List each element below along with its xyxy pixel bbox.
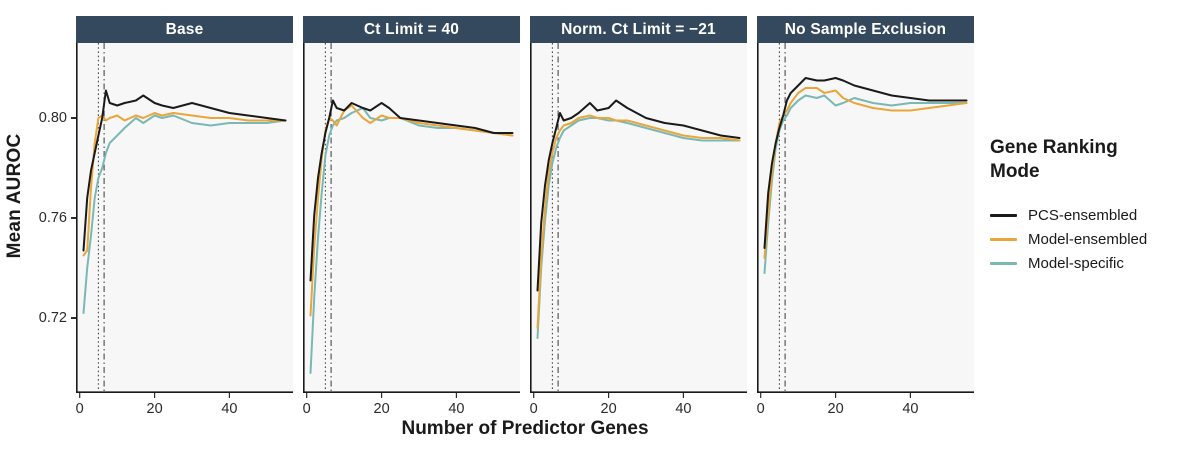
series-line-model-ensembled <box>536 114 741 329</box>
y-tick-mark <box>71 317 76 319</box>
x-tick-label: 0 <box>756 401 765 417</box>
legend-line-swatch <box>990 237 1017 241</box>
x-tick-label: 0 <box>529 401 538 417</box>
legend-item: Model-ensembled <box>990 231 1180 248</box>
x-tick-label: 40 <box>221 401 238 417</box>
facet-plot <box>757 43 974 398</box>
y-axis-title-container: Mean AUROC <box>0 16 30 399</box>
facet-plot <box>303 43 520 398</box>
y-tick-label: 0.80 <box>38 110 67 126</box>
x-axis-title-container: Number of Predictor Genes <box>76 418 974 440</box>
y-tick-mark <box>71 117 76 119</box>
panel-background <box>530 43 747 393</box>
facet-panels-container: Base 0 20 40 Ct Limit = 40 0 20 40 Norm. Ct Limi… <box>76 16 974 417</box>
facet-strip-title: No Sample Exclusion <box>757 16 974 43</box>
series-line-pcs-ensembled <box>763 77 968 249</box>
legend-item: Model-specific <box>990 255 1180 272</box>
x-tick-labels: 0 20 40 <box>757 399 974 417</box>
x-tick-labels: 0 20 40 <box>303 399 520 417</box>
legend-items: PCS-ensembled Model-ensembled Model-specif… <box>990 200 1180 279</box>
x-tick-label: 40 <box>675 401 692 417</box>
series-line-pcs-ensembled <box>309 99 514 282</box>
facet-plot <box>76 43 293 398</box>
x-axis-title: Number of Predictor Genes <box>401 418 649 439</box>
series-line-pcs-ensembled <box>536 99 741 292</box>
facet-panel: No Sample Exclusion 0 20 40 <box>757 16 974 417</box>
series-line-model-ensembled <box>82 112 287 257</box>
x-tick-label: 0 <box>302 401 311 417</box>
legend-title: Gene Ranking Mode <box>990 137 1118 182</box>
facet-panel: Base 0 20 40 <box>76 16 293 417</box>
series-line-pcs-ensembled <box>82 89 287 252</box>
legend: Gene Ranking Mode PCS-ensembled Model-ens… <box>974 16 1180 399</box>
legend-line-swatch <box>990 213 1017 217</box>
facet-panel: Ct Limit = 40 0 20 40 <box>303 16 520 417</box>
facet-strip-title: Base <box>76 16 293 43</box>
y-axis-tick-gutter: 0.72 0.76 0.80 <box>30 16 76 399</box>
facet-plot <box>530 43 747 398</box>
x-tick-label: 20 <box>373 401 390 417</box>
legend-item-label: Model-specific <box>1028 254 1124 272</box>
facet-panel: Norm. Ct Limit = −21 0 20 40 <box>530 16 747 417</box>
chart-row: Mean AUROC 0.72 0.76 0.80 Base 0 20 40 Ct Limi… <box>0 16 1200 417</box>
y-axis-title: Mean AUROC <box>4 133 25 259</box>
y-tick-mark <box>71 217 76 219</box>
x-tick-label: 20 <box>827 401 844 417</box>
legend-item-label: PCS-ensembled <box>1028 206 1138 224</box>
legend-item-label: Model-ensembled <box>1028 230 1148 248</box>
facet-strip-title: Norm. Ct Limit = −21 <box>530 16 747 43</box>
legend-item: PCS-ensembled <box>990 207 1180 224</box>
y-tick-label: 0.72 <box>38 310 67 326</box>
series-line-model-specific <box>82 114 287 314</box>
x-tick-label: 20 <box>146 401 163 417</box>
panel-background <box>303 43 520 393</box>
x-tick-label: 40 <box>902 401 919 417</box>
x-tick-label: 20 <box>600 401 617 417</box>
facet-strip-title: Ct Limit = 40 <box>303 16 520 43</box>
series-line-model-specific <box>536 117 741 339</box>
x-tick-label: 40 <box>448 401 465 417</box>
x-tick-label: 0 <box>75 401 84 417</box>
x-tick-labels: 0 20 40 <box>530 399 747 417</box>
legend-line-swatch <box>990 261 1017 265</box>
x-tick-labels: 0 20 40 <box>76 399 293 417</box>
panel-background <box>76 43 293 393</box>
y-tick-label: 0.76 <box>38 210 67 226</box>
